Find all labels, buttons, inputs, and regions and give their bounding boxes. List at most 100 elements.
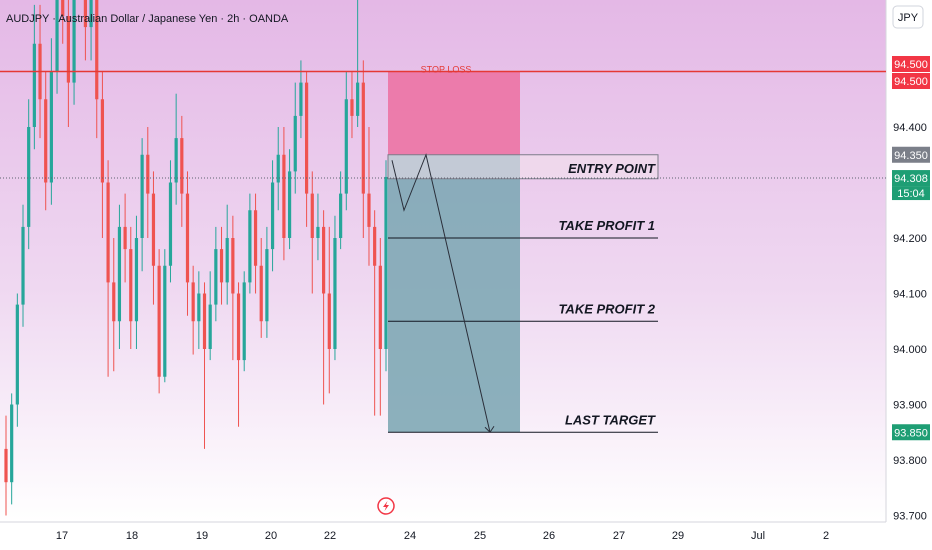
price-tick-label: 94.200 [893,233,927,245]
projection-arrowhead [484,425,495,434]
candle-body [304,82,309,194]
currency-button-label: JPY [898,12,919,24]
candle-body [248,210,252,283]
candle-body [378,265,382,349]
last-target-tag-label: 93.850 [894,427,928,439]
candle-body [134,238,139,322]
candle-body [259,265,263,322]
candle-body [219,249,224,283]
entry-tag-bg [892,146,930,163]
stop-loss-zone [388,71,520,155]
stop-loss-tag-a-label: 94.500 [894,59,928,71]
candle-body [310,193,314,238]
candle-body [350,99,354,116]
candle-body [361,82,365,194]
price-tags: 94.500 94.500 94.350 94.308 15:04 93.850 [892,56,930,441]
candle-body [4,448,8,483]
candle-body [180,138,184,194]
entry-label: ENTRY POINT [568,161,656,176]
take-profit-2-label: TAKE PROFIT 2 [558,301,655,316]
projection-path [391,153,491,433]
candle-body [242,282,246,361]
candle-body [214,249,218,305]
candle-body [163,265,167,377]
price-tick-label: 93.700 [893,511,927,523]
candle-body [197,293,201,322]
candle-body [100,99,105,183]
candle-body [373,226,377,266]
candle-body [270,182,275,250]
candle-body [89,0,93,28]
candle-body [356,82,360,116]
entry-box [387,154,659,180]
lightning-icon[interactable] [377,497,395,515]
take-profit-1-label: TAKE PROFIT 1 [558,218,655,233]
time-tick-label: 17 [56,530,68,542]
candle-body [146,154,150,194]
countdown-tag-label: 15:04 [897,188,925,200]
time-tick-label: 29 [672,530,684,542]
stop-loss-tag-a-bg [892,56,930,72]
candle-body [208,304,212,349]
candle-body [112,282,116,322]
candle-body [140,154,144,238]
price-tick-label: 94.100 [893,289,927,301]
candle-body [55,0,59,72]
candle-body [202,293,207,349]
candle-body [32,43,36,127]
candle-body [174,138,178,183]
candle-body [287,171,292,238]
candle-body [316,226,320,238]
candle-body [21,226,25,305]
time-tick-label: 22 [324,530,336,542]
candle-body [344,99,348,194]
time-axis-ticks: 17 18 19 20 22 24 25 26 27 29 Jul 2 [56,530,829,542]
current-price-tag-bg [892,170,930,187]
candle-body [327,293,331,349]
candle-body [106,182,110,283]
entry-tag-label: 94.350 [894,150,928,162]
time-tick-label: 24 [404,530,416,542]
candle-body [225,238,229,283]
candle-body [367,193,371,227]
drawing-overlays: STOP LOSS ENTRY POINT TAKE PROFIT 1 TAKE PR… [0,65,886,434]
symbol-title[interactable]: AUDJPY · Australian Dollar / Japanese Ye… [6,13,289,25]
last-target-tag-bg [892,424,930,441]
candle-body [339,193,343,238]
price-tick-label: 94.400 [893,122,927,134]
time-tick-label: 18 [126,530,138,542]
candle-body [129,249,133,322]
candle-body [168,182,173,266]
stop-loss-tag-b-bg [892,73,930,89]
candle-body [231,238,235,294]
candle-body [384,176,388,349]
candle-body [333,238,337,349]
price-axis-ticks: 94.400 94.200 94.100 94.000 93.900 93.800 93.7… [893,122,927,523]
candle-body [72,0,76,83]
candle-body [265,249,269,322]
candle-body [191,282,195,322]
candle-body [10,404,14,483]
time-tick-label: Jul [751,530,765,542]
time-tick-label: 2 [823,530,829,542]
time-tick-label: 19 [196,530,208,542]
candle-body [282,154,286,238]
candle-body [185,193,190,283]
candle-body [44,99,48,183]
candles-group [4,0,388,516]
candle-body [299,82,303,116]
candle-body [253,210,258,266]
candle-body [157,265,161,377]
current-price-tag-label: 94.308 [894,173,928,185]
price-tick-label: 93.800 [893,455,927,467]
candle-body [15,304,19,405]
candle-body [293,115,297,172]
risk-reward-zones [388,71,520,433]
currency-button[interactable]: JPY [892,5,924,29]
candle-body [322,226,326,294]
stop-loss-tag-b-label: 94.500 [894,76,928,88]
candle-body [49,71,53,183]
countdown-tag-bg [892,186,930,201]
candle-body [27,127,31,227]
